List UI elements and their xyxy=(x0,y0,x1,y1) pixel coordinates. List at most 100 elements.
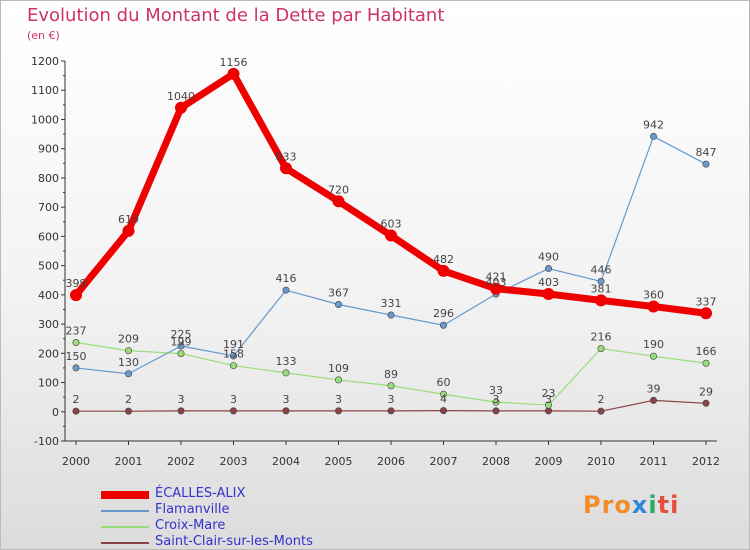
data-point xyxy=(387,382,395,390)
data-point xyxy=(387,311,395,319)
data-point xyxy=(544,401,552,409)
y-tick-label: 600 xyxy=(38,230,59,243)
data-point xyxy=(385,229,397,242)
legend-item: ÉCALLES-ALIX xyxy=(101,486,421,503)
x-tick-label: 2012 xyxy=(692,455,720,468)
data-point xyxy=(332,195,345,208)
y-tick-label: -100 xyxy=(34,435,59,448)
y-tick-label: 700 xyxy=(38,201,59,214)
legend-swatch xyxy=(101,491,149,499)
data-point xyxy=(282,369,290,377)
data-label: 296 xyxy=(433,307,454,320)
y-tick-label: 0 xyxy=(52,406,59,419)
data-point xyxy=(649,396,657,404)
data-label: 60 xyxy=(437,376,451,389)
data-point xyxy=(702,160,710,168)
data-label: 216 xyxy=(591,331,612,344)
data-label: 367 xyxy=(328,286,349,299)
data-point xyxy=(597,407,605,415)
legend-label: Flamanville xyxy=(155,502,230,517)
data-label: 421 xyxy=(486,271,507,284)
data-point xyxy=(227,67,240,80)
legend-swatch xyxy=(101,526,149,528)
data-label: 619 xyxy=(118,213,139,226)
data-point xyxy=(230,352,238,360)
data-point xyxy=(72,407,80,415)
data-point xyxy=(597,277,605,285)
data-label: 3 xyxy=(335,393,342,406)
series-line xyxy=(72,70,710,317)
data-label: 150 xyxy=(66,350,87,363)
unit-label: (en €) xyxy=(27,29,60,42)
x-tick-label: 2011 xyxy=(640,455,668,468)
data-point xyxy=(544,265,552,273)
data-label: 3 xyxy=(230,393,237,406)
data-point xyxy=(122,224,135,237)
data-label: 1156 xyxy=(220,56,248,69)
data-label: 720 xyxy=(328,183,349,196)
data-label: 482 xyxy=(433,253,454,266)
data-label: 4 xyxy=(440,393,447,406)
data-point xyxy=(175,101,187,114)
data-label: 23 xyxy=(542,387,556,400)
data-point xyxy=(70,289,82,302)
data-point xyxy=(177,350,185,358)
x-tick-label: 2001 xyxy=(115,455,143,468)
data-point xyxy=(125,347,133,355)
data-label: 403 xyxy=(538,276,559,289)
y-tick-label: 1200 xyxy=(31,55,59,68)
chart-title: Evolution du Montant de la Dette par Hab… xyxy=(27,5,445,26)
data-label: 403 xyxy=(486,276,507,289)
data-label: 2 xyxy=(125,393,132,406)
data-point xyxy=(492,407,500,415)
data-point xyxy=(490,282,502,295)
data-label: 158 xyxy=(223,348,244,361)
x-tick-label: 2008 xyxy=(482,455,510,468)
y-tick-label: 200 xyxy=(38,347,59,360)
data-label: 39 xyxy=(647,382,661,395)
data-point xyxy=(647,300,660,313)
data-label: 399 xyxy=(66,277,87,290)
data-point xyxy=(439,390,447,398)
x-tick-label: 2004 xyxy=(272,455,300,468)
data-point xyxy=(125,370,133,378)
data-point xyxy=(177,407,185,415)
axes: -100 0 100 200 300 400 500 600 700 800 900 1000 1100… xyxy=(31,55,720,468)
data-label: 331 xyxy=(381,297,402,310)
data-label: 942 xyxy=(643,118,664,131)
data-label: 847 xyxy=(696,146,717,159)
data-label: 490 xyxy=(538,251,559,264)
y-tick-label: 900 xyxy=(38,143,59,156)
data-label: 2 xyxy=(598,393,605,406)
data-label: 3 xyxy=(178,393,185,406)
x-tick-label: 2003 xyxy=(220,455,248,468)
data-label: 360 xyxy=(643,289,664,302)
y-tick-label: 800 xyxy=(38,172,59,185)
data-point xyxy=(544,407,552,415)
data-label: 166 xyxy=(696,345,717,358)
data-point xyxy=(437,264,450,277)
data-label: 446 xyxy=(591,263,612,276)
y-tick-label: 1100 xyxy=(31,84,59,97)
data-point xyxy=(334,300,342,308)
data-label: 133 xyxy=(276,355,297,368)
x-tick-label: 2006 xyxy=(377,455,405,468)
data-label: 89 xyxy=(384,368,398,381)
x-tick-label: 2010 xyxy=(587,455,615,468)
data-label: 337 xyxy=(696,295,717,308)
data-point xyxy=(700,307,712,320)
legend: ÉCALLES-ALIX Flamanville Croix-Mare Saint-C… xyxy=(101,486,421,549)
data-label: 3 xyxy=(388,393,395,406)
data-label: 2 xyxy=(73,393,80,406)
x-tick-label: 2007 xyxy=(430,455,458,468)
legend-item: Croix-Mare xyxy=(101,518,421,535)
series-lines xyxy=(70,67,712,415)
data-point xyxy=(280,162,292,175)
data-point xyxy=(595,294,607,307)
x-tick-label: 2000 xyxy=(62,455,90,468)
y-tick-label: 500 xyxy=(38,260,59,273)
x-tick-label: 2002 xyxy=(167,455,195,468)
